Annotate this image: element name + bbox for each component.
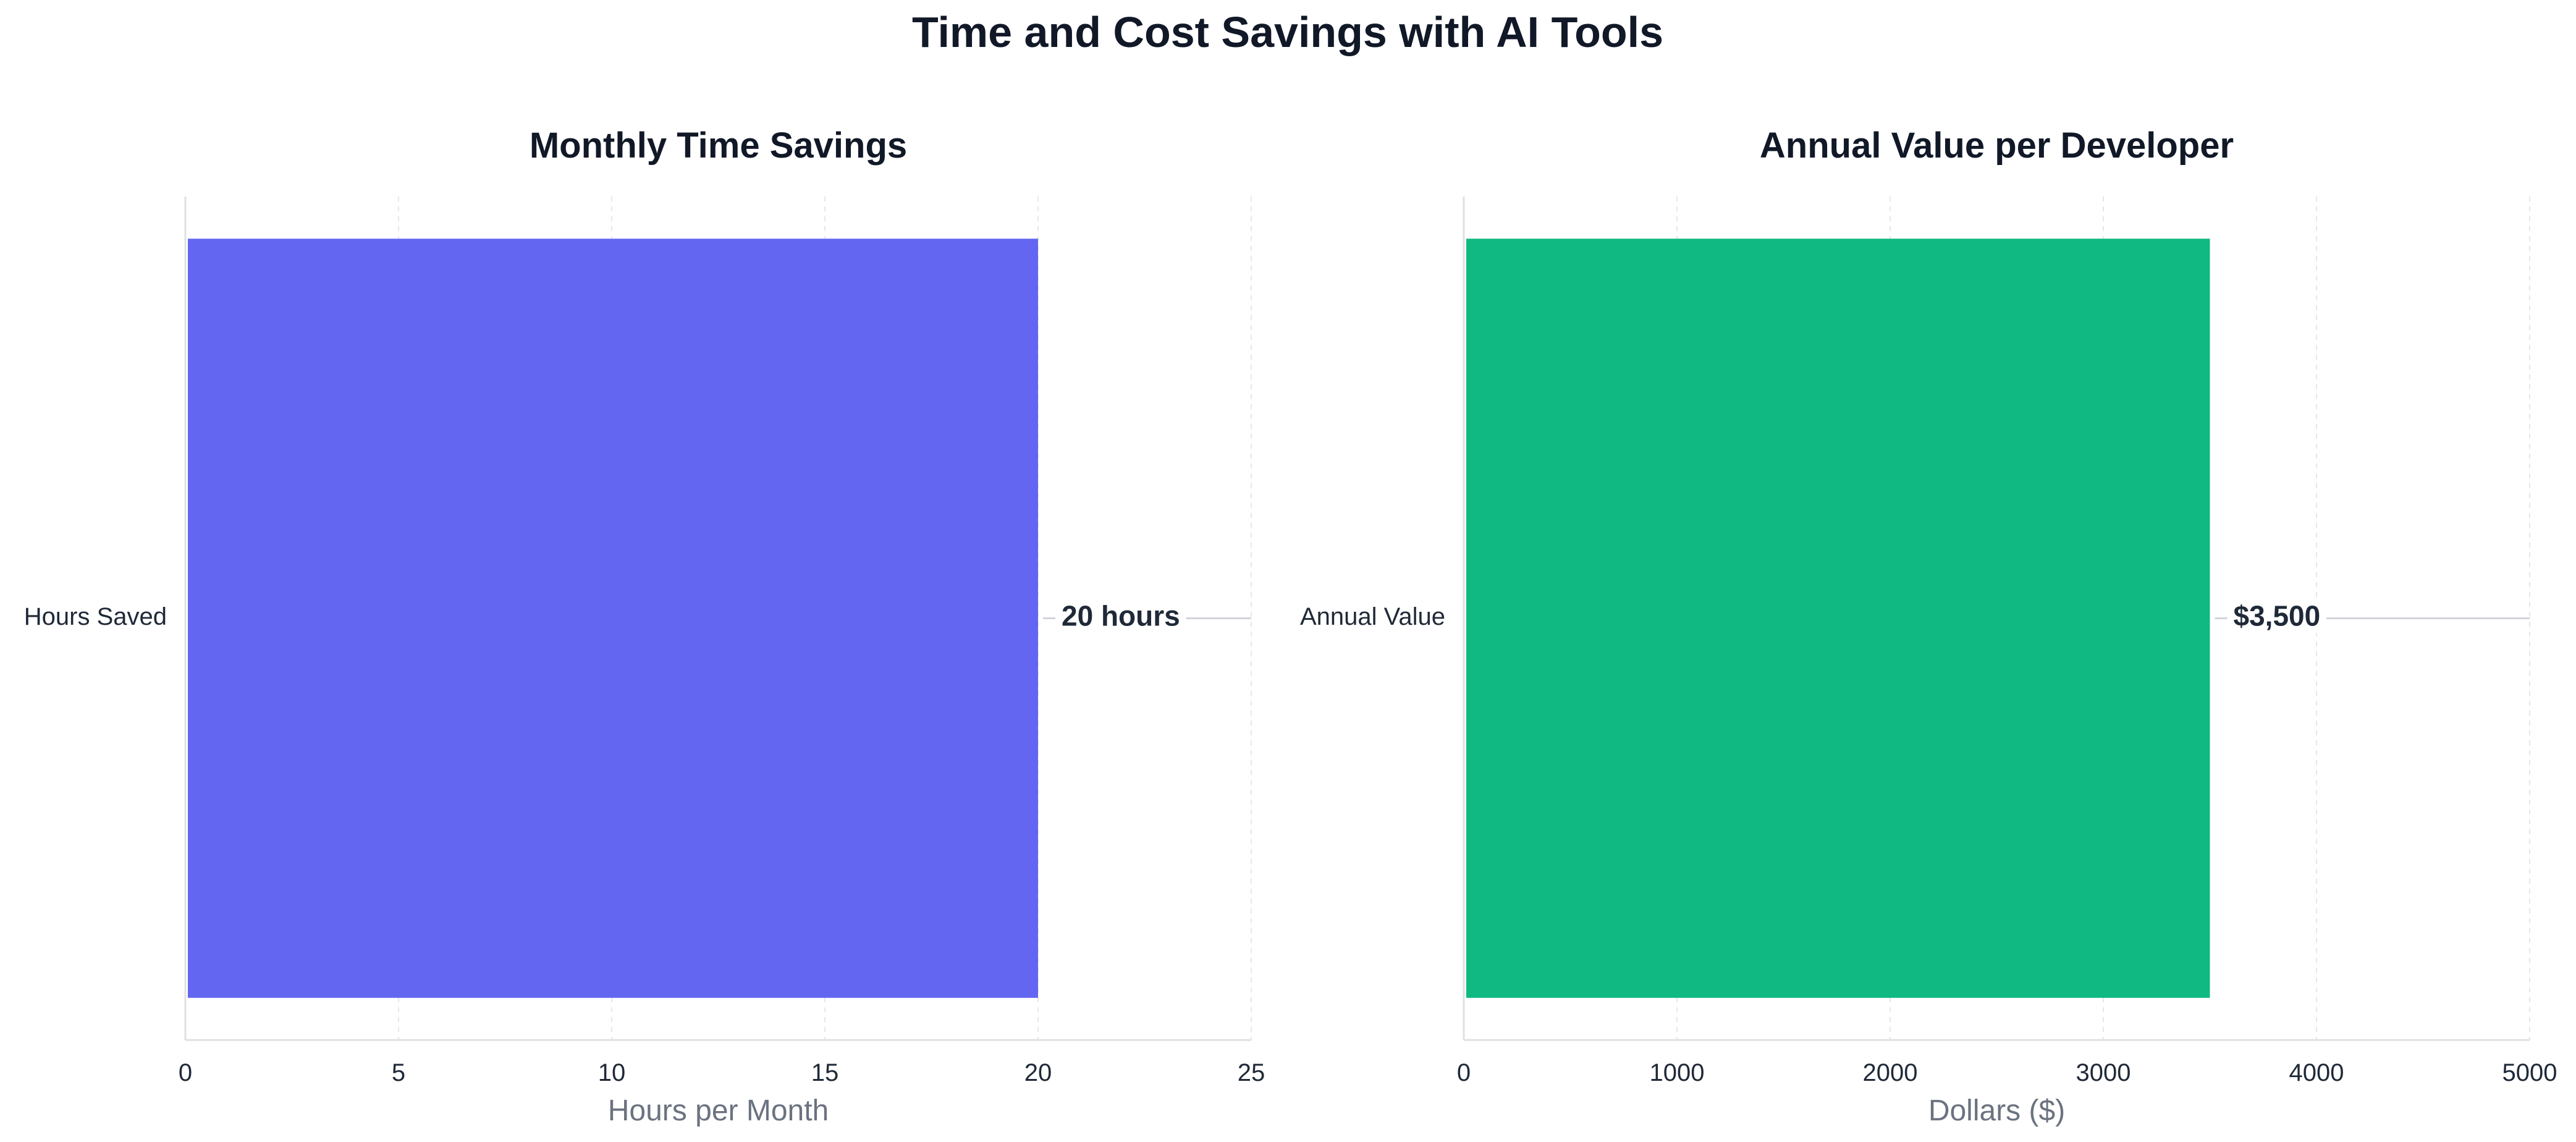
chart-1-xtick-label-0: 0: [179, 1059, 192, 1086]
chart-2-title: Annual Value per Developer: [1760, 125, 2234, 166]
chart-2-xtick-label-0: 0: [1457, 1059, 1471, 1086]
chart-2-xtick-label-5: 5000: [2502, 1059, 2557, 1086]
chart-1-title: Monthly Time Savings: [530, 125, 907, 166]
chart-2-xlabel: Dollars ($): [1928, 1094, 2065, 1127]
chart-1-xtick-label-2: 10: [598, 1059, 626, 1086]
chart-1-xtick-label-1: 5: [392, 1059, 405, 1086]
chart-2-category-label-0: Annual Value: [1300, 603, 1445, 630]
chart-2-bar-0: [1466, 239, 2210, 998]
chart-2-value-label-0: $3,500: [2234, 600, 2321, 632]
chart-1-value-label-0: 20 hours: [1062, 600, 1180, 632]
chart-1-xlabel: Hours per Month: [608, 1094, 829, 1127]
chart-1-value-label-bg-0: [1055, 598, 1186, 633]
chart-1-xtick-label-3: 15: [811, 1059, 839, 1086]
chart-2-xtick-label-2: 2000: [1863, 1059, 1918, 1086]
chart-2-value-label-bg-0: [2227, 598, 2327, 633]
chart-1-xtick-label-4: 20: [1024, 1059, 1052, 1086]
chart-1-category-label-0: Hours Saved: [24, 603, 167, 630]
chart-1-xtick-label-5: 25: [1238, 1059, 1265, 1086]
chart-1-bar-0: [188, 239, 1038, 998]
chart-2-xtick-label-1: 1000: [1650, 1059, 1705, 1086]
chart-2-xtick-label-3: 3000: [2076, 1059, 2131, 1086]
chart-2-xtick-label-4: 4000: [2289, 1059, 2344, 1086]
figure-title: Time and Cost Savings with AI Tools: [912, 8, 1663, 56]
